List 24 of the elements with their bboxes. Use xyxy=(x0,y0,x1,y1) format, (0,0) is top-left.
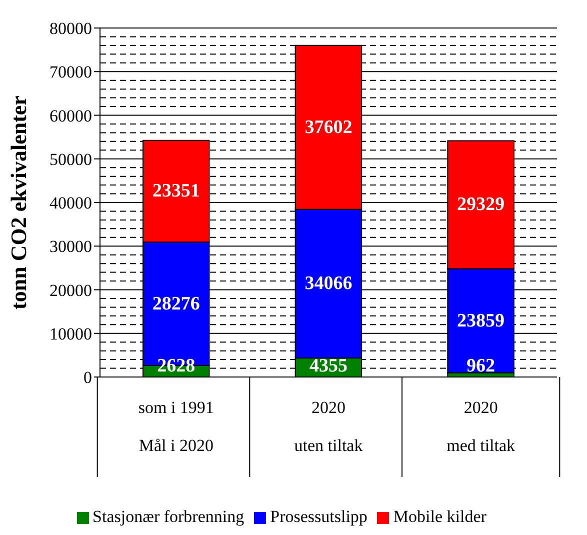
y-tick-label: 60000 xyxy=(50,106,92,126)
y-tick-label: 40000 xyxy=(50,194,92,213)
data-label: 37602 xyxy=(304,116,352,138)
x-tick-label: som i 1991 Mål i 2020 xyxy=(138,398,214,455)
data-label: 29329 xyxy=(457,194,505,216)
y-tick-label: 0 xyxy=(84,368,92,388)
legend-label: Prosessutslipp xyxy=(270,507,368,526)
data-label: 23859 xyxy=(457,310,505,332)
y-tick-label: 30000 xyxy=(50,237,92,256)
legend-label: Mobile kilder xyxy=(393,507,486,526)
y-tick-label: 80000 xyxy=(50,19,92,38)
data-label: 4355 xyxy=(309,356,348,376)
data-label: 34066 xyxy=(304,273,352,294)
legend-label: Stasjonær forbrenning xyxy=(92,507,244,526)
y-tick-label: 10000 xyxy=(50,324,92,344)
y-tick-label: 50000 xyxy=(50,150,92,169)
y-axis-title: tonn CO2 ekvivalenter xyxy=(6,95,31,310)
data-label: 962 xyxy=(466,356,496,376)
x-tick-label: 2020 uten tiltak xyxy=(294,398,364,455)
y-tick-label: 20000 xyxy=(50,280,92,300)
x-tick-label: 2020 med tiltak xyxy=(446,398,516,455)
data-label: 28276 xyxy=(152,293,200,314)
data-label: 23351 xyxy=(152,180,200,202)
y-tick-label: 70000 xyxy=(50,62,92,82)
